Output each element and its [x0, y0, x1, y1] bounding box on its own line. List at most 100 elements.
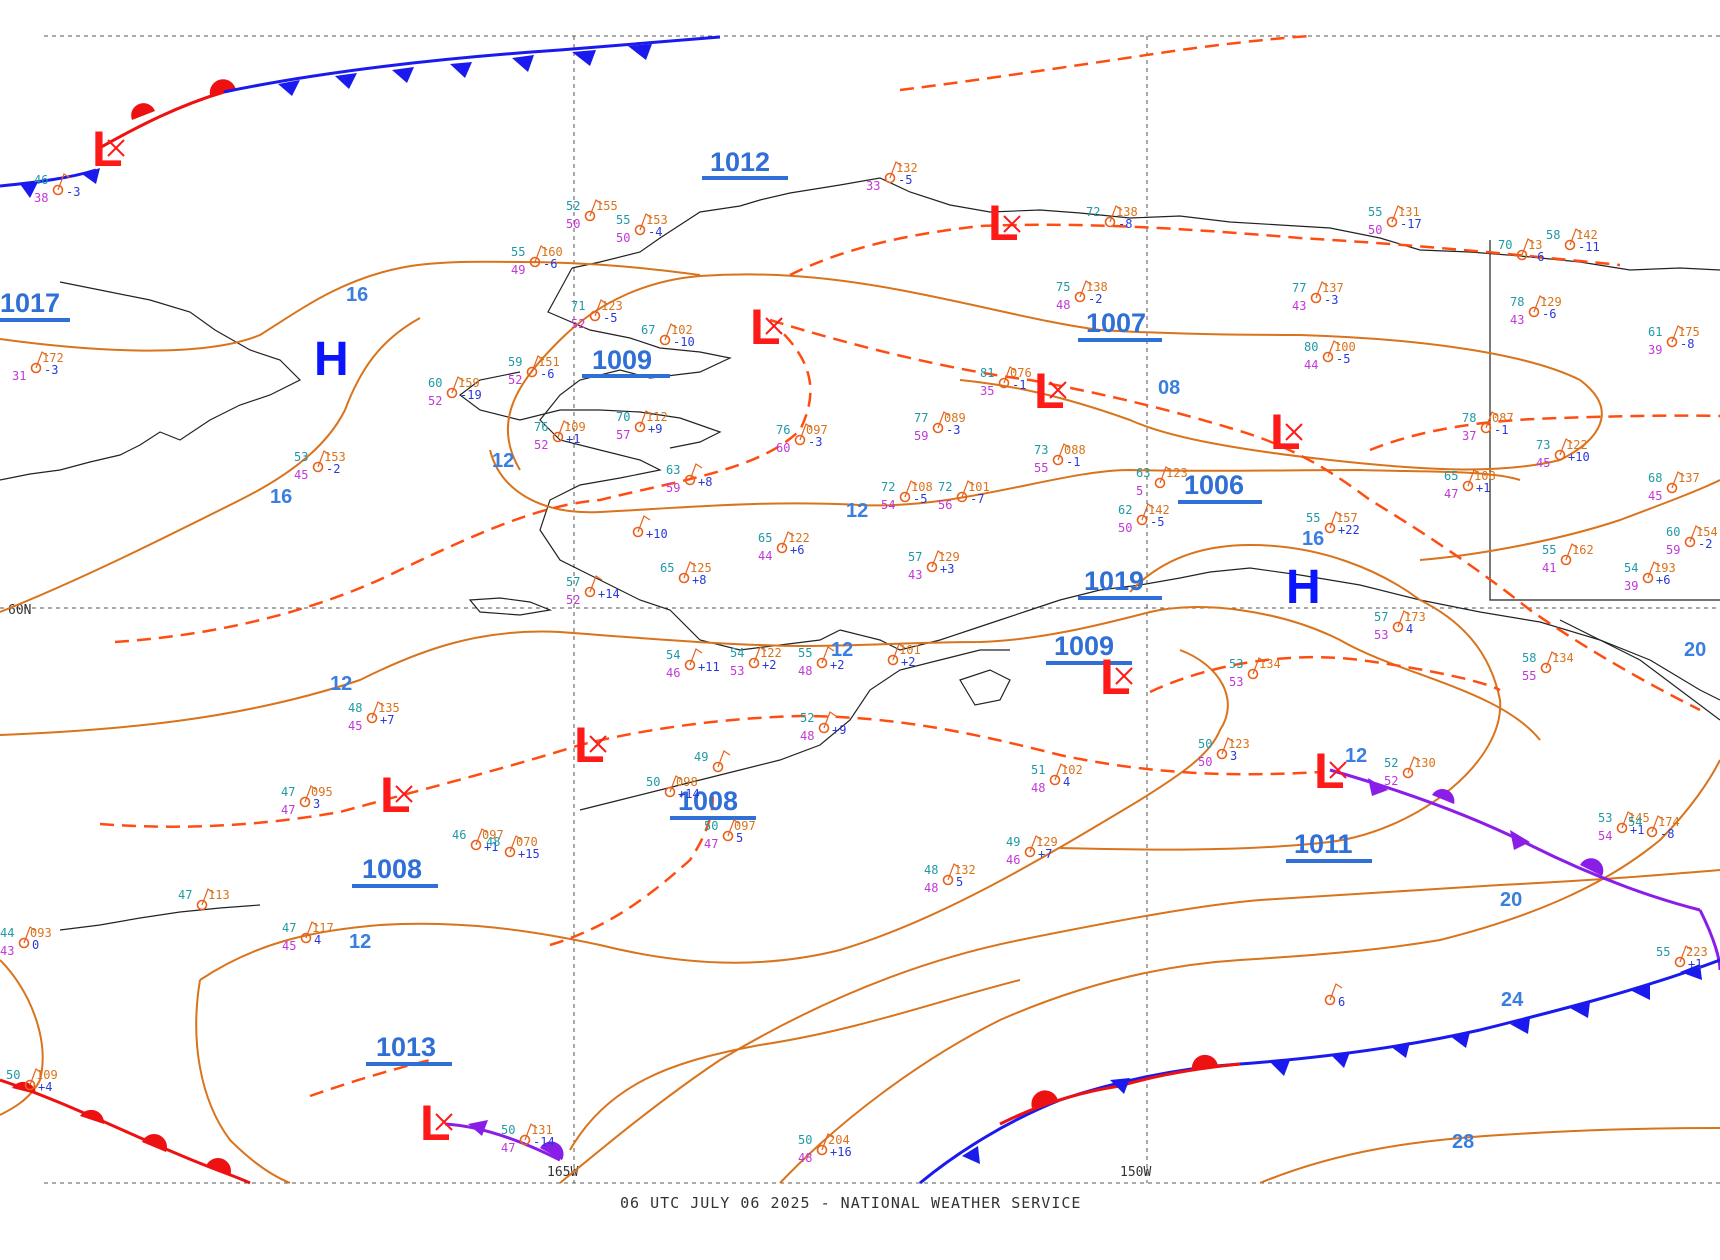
- station-temperature: 70: [616, 410, 630, 424]
- station-dewpoint: 53: [1229, 675, 1243, 689]
- station-plot: 53 153 45 -2: [294, 450, 346, 482]
- occluded-front-southwest: [444, 1122, 561, 1162]
- station-plot: 65 108 47 +1: [1444, 469, 1496, 501]
- cold-front-barb: [1270, 1060, 1290, 1076]
- station-plot: 51 102 48 4: [1031, 763, 1083, 795]
- station-tendency: +2: [830, 658, 844, 672]
- station-pressure: 160: [541, 245, 563, 259]
- isobar-label: 12: [349, 931, 371, 953]
- wind-barb: [947, 863, 961, 881]
- wind-barb: [1559, 438, 1573, 456]
- station-tendency: -10: [673, 335, 695, 349]
- station-pressure: 101: [899, 643, 921, 657]
- station-tendency: +1: [566, 432, 580, 446]
- pressure-value: 1017: [0, 288, 60, 318]
- station-tendency: +7: [380, 713, 394, 727]
- station-tendency: -4: [648, 225, 662, 239]
- station-plot: +10: [632, 515, 668, 541]
- station-circle: [299, 796, 311, 808]
- cold-front-barb: [335, 73, 357, 89]
- station-temperature: 71: [571, 299, 585, 313]
- station-plot: 80 100 44 -5: [1304, 340, 1356, 372]
- station-circle: [552, 431, 564, 443]
- station-temperature: 50: [798, 1133, 812, 1147]
- isobar-label: 12: [492, 450, 514, 472]
- wind-barb: [799, 423, 813, 441]
- station-circle: [1528, 306, 1540, 318]
- wind-barb: [589, 199, 603, 217]
- wind-barb: [475, 828, 489, 846]
- station-circle: [1154, 477, 1166, 489]
- pressure-center: 1008: [352, 854, 438, 888]
- station-tendency: +9: [832, 723, 846, 737]
- station-plot: 71 123 52 -5: [571, 299, 623, 331]
- wind-barb: [29, 1068, 43, 1086]
- warm-front-pip: [80, 1109, 105, 1124]
- station-pressure: 134: [1259, 657, 1281, 671]
- station-dewpoint: 47: [704, 837, 718, 851]
- wind-barb: [1407, 756, 1421, 774]
- station-dewpoint: 55: [1522, 669, 1536, 683]
- station-circle: [1674, 956, 1686, 968]
- station-tendency: +11: [698, 660, 720, 674]
- station-dewpoint: 52: [566, 593, 580, 607]
- station-tendency: -11: [1578, 240, 1600, 254]
- isobar-12-inner: [489, 449, 1521, 514]
- wind-barb: [1565, 543, 1579, 561]
- wind-barb: [305, 921, 319, 939]
- station-dewpoint: 52: [571, 317, 585, 331]
- station-temperature: 65: [758, 531, 772, 545]
- front-north-warm: [0, 35, 721, 198]
- station-pressure: 132: [954, 863, 976, 877]
- station-dewpoint: 39: [1624, 579, 1638, 593]
- station-tendency: +16: [830, 1145, 852, 1159]
- station-dewpoint: 48: [798, 1151, 812, 1165]
- station-plot: 50 131 47 -14: [501, 1123, 555, 1155]
- station-temperature: 55: [1368, 205, 1382, 219]
- station-temperature: 59: [508, 355, 522, 369]
- high-pressure-symbol: H: [314, 333, 349, 386]
- station-tendency: +9: [648, 422, 662, 436]
- wind-barb: [1533, 295, 1547, 313]
- station-circle: [1684, 536, 1696, 548]
- occluded-pip: [1580, 858, 1604, 876]
- occluded-pip: [1368, 778, 1388, 796]
- station-plot: 48 132 48 5: [924, 863, 976, 895]
- station-temperature: 50: [704, 819, 718, 833]
- station-pressure: 109: [36, 1068, 58, 1082]
- wind-barb: [889, 161, 903, 179]
- low-pressure-symbol: L: [1270, 404, 1301, 460]
- station-pressure: 129: [1540, 295, 1562, 309]
- station-dewpoint: 53: [1374, 628, 1388, 642]
- station-temperature: 49: [694, 750, 708, 764]
- station-temperature: 72: [881, 480, 895, 494]
- station-temperature: 55: [798, 646, 812, 660]
- wind-barb: [639, 213, 653, 231]
- wind-barb: [1671, 325, 1685, 343]
- high-centers: H H: [314, 333, 1321, 614]
- station-plot: 44 093 43 0: [0, 926, 52, 958]
- station-pressure: 193: [1654, 561, 1676, 575]
- station-pressure: 154: [1696, 525, 1718, 539]
- pressure-value: 1008: [362, 854, 422, 884]
- station-circle: [634, 421, 646, 433]
- station-circle: [300, 932, 312, 944]
- low-center-mark: [1285, 423, 1303, 441]
- station-circle: [1247, 668, 1259, 680]
- coastline-seward: [459, 371, 722, 449]
- station-plot: 50 123 50 3: [1198, 737, 1250, 769]
- station-circle: [684, 659, 696, 671]
- station-plot: 52 48 +9: [800, 711, 846, 743]
- wind-barb: [727, 819, 741, 837]
- station-pressure: 157: [1336, 511, 1358, 525]
- cold-front-barb: [1330, 1052, 1350, 1068]
- pressure-center: 1007: [1078, 308, 1162, 342]
- wind-barb: [961, 480, 975, 498]
- low-center-mark: [589, 735, 607, 753]
- station-circle: [1646, 826, 1658, 838]
- station-temperature: 63: [666, 463, 680, 477]
- station-plot: 172 31 -3: [12, 351, 64, 383]
- station-plot: 132 33 -5: [866, 161, 918, 193]
- pressure-value: 1009: [592, 345, 652, 375]
